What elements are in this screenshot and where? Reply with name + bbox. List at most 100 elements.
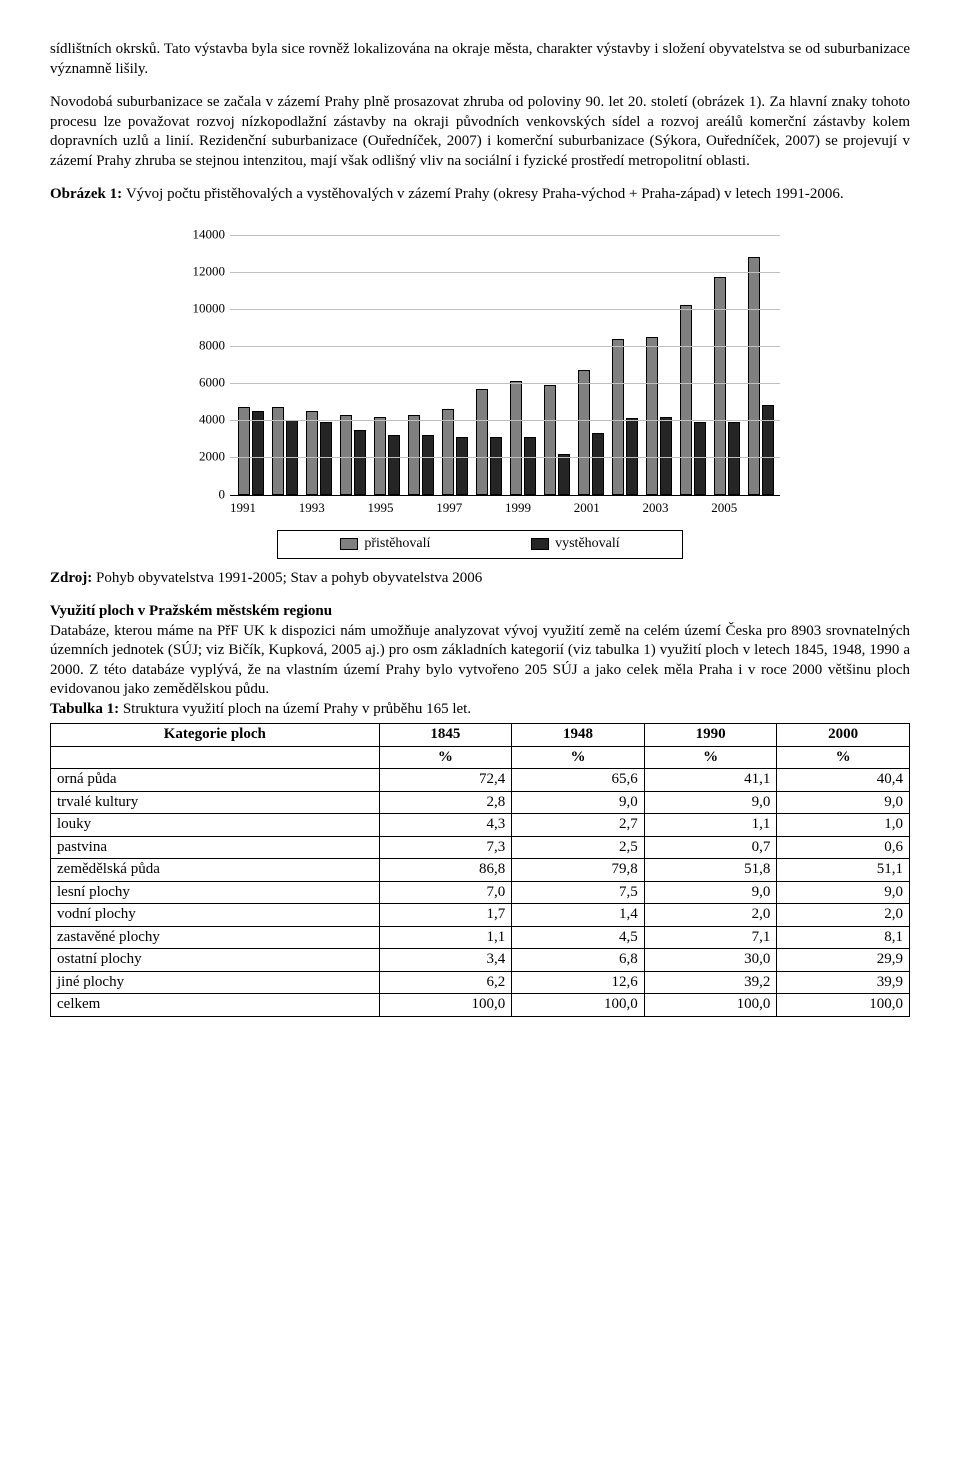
table-header-pct: % [379, 746, 512, 769]
legend-label-1: přistěhovalí [364, 535, 430, 553]
table-cell: 7,0 [379, 881, 512, 904]
x-tick-label: 1999 [505, 500, 574, 517]
bar-vystehovali [252, 411, 264, 495]
table-cell: 72,4 [379, 769, 512, 792]
table-cell: 3,4 [379, 949, 512, 972]
table-cell: 40,4 [777, 769, 910, 792]
table-row: zemědělská půda86,879,851,851,1 [51, 859, 910, 882]
y-tick-label: 6000 [199, 375, 225, 392]
year-group [748, 257, 774, 495]
table-cell: 9,0 [644, 881, 777, 904]
table-row: lesní plochy7,07,59,09,0 [51, 881, 910, 904]
bar-vystehovali [592, 433, 604, 494]
table-cell: 9,0 [777, 881, 910, 904]
bar-vystehovali [660, 417, 672, 495]
table-cell: 7,1 [644, 926, 777, 949]
section-title: Využití ploch v Pražském městském region… [50, 603, 332, 619]
legend-swatch-2 [531, 538, 549, 550]
table-cell: 6,8 [512, 949, 645, 972]
table-cell: 29,9 [777, 949, 910, 972]
bar-pristehovali [476, 389, 488, 495]
table-cell: 100,0 [777, 994, 910, 1017]
table-row: louky4,32,71,11,0 [51, 814, 910, 837]
y-tick-label: 4000 [199, 412, 225, 429]
bar-vystehovali [524, 437, 536, 495]
legend-label-2: vystěhovalí [555, 535, 620, 553]
source-label: Zdroj: [50, 570, 96, 586]
table-cell [51, 746, 380, 769]
table-header-pct: % [644, 746, 777, 769]
y-tick-label: 0 [219, 486, 226, 503]
table-cell: 39,9 [777, 971, 910, 994]
table-cell: 41,1 [644, 769, 777, 792]
table-header-year: 1948 [512, 724, 645, 747]
table-header-year: 1990 [644, 724, 777, 747]
table-cell: 100,0 [512, 994, 645, 1017]
source-text: Pohyb obyvatelstva 1991-2005; Stav a poh… [96, 570, 482, 586]
year-group [340, 415, 366, 495]
table-cell: 51,1 [777, 859, 910, 882]
table-cell: 9,0 [512, 791, 645, 814]
table-row-label: trvalé kultury [51, 791, 380, 814]
table-row-label: ostatní plochy [51, 949, 380, 972]
table-cell: 12,6 [512, 971, 645, 994]
table-cell: 4,5 [512, 926, 645, 949]
year-group [680, 305, 706, 494]
year-group [714, 277, 740, 494]
table-row-label: vodní plochy [51, 904, 380, 927]
paragraph-3: Databáze, kterou máme na PřF UK k dispoz… [50, 623, 910, 698]
table-cell: 2,0 [644, 904, 777, 927]
bar-pristehovali [374, 417, 386, 495]
year-group [442, 409, 468, 494]
year-group [646, 337, 672, 495]
table-cell: 1,7 [379, 904, 512, 927]
table-row: jiné plochy6,212,639,239,9 [51, 971, 910, 994]
table-cell: 9,0 [644, 791, 777, 814]
table-cell: 51,8 [644, 859, 777, 882]
paragraph-1: sídlištních okrsků. Tato výstavba byla s… [50, 40, 910, 79]
table-header-year: 1845 [379, 724, 512, 747]
legend-item-vystehovali: vystěhovalí [531, 535, 620, 553]
table-row-label: orná půda [51, 769, 380, 792]
chart-legend: přistěhovalí vystěhovalí [277, 530, 683, 558]
legend-item-pristehovali: přistěhovalí [340, 535, 430, 553]
land-use-table: Kategorie ploch1845194819902000%%%%orná … [50, 723, 910, 1017]
bar-pristehovali [612, 339, 624, 495]
bar-vystehovali [558, 454, 570, 495]
table-cell: 8,1 [777, 926, 910, 949]
bar-pristehovali [748, 257, 760, 495]
table-cell: 0,6 [777, 836, 910, 859]
x-tick-label: 1993 [299, 500, 368, 517]
bar-pristehovali [680, 305, 692, 494]
legend-swatch-1 [340, 538, 358, 550]
y-tick-label: 12000 [193, 263, 226, 280]
x-tick-label: 1997 [436, 500, 505, 517]
bar-pristehovali [544, 385, 556, 495]
y-tick-label: 8000 [199, 337, 225, 354]
table-cell: 4,3 [379, 814, 512, 837]
table-row: celkem100,0100,0100,0100,0 [51, 994, 910, 1017]
year-group [578, 370, 604, 494]
bar-pristehovali [306, 411, 318, 495]
table-cell: 2,8 [379, 791, 512, 814]
table-cell: 100,0 [644, 994, 777, 1017]
bar-vystehovali [762, 405, 774, 494]
figure-caption-label: Obrázek 1: [50, 186, 126, 202]
bar-pristehovali [578, 370, 590, 494]
table-cell: 39,2 [644, 971, 777, 994]
table-row: zastavěné plochy1,14,57,18,1 [51, 926, 910, 949]
table-row-label: pastvina [51, 836, 380, 859]
table-cell: 6,2 [379, 971, 512, 994]
x-tick-label: 2003 [643, 500, 712, 517]
bar-vystehovali [490, 437, 502, 495]
year-group [374, 417, 400, 495]
bar-pristehovali [510, 381, 522, 494]
table-cell: 1,1 [644, 814, 777, 837]
table-row: trvalé kultury2,89,09,09,0 [51, 791, 910, 814]
bar-pristehovali [442, 409, 454, 494]
table-caption-text: Struktura využití ploch na území Prahy v… [123, 701, 471, 717]
y-tick-label: 14000 [193, 226, 226, 243]
year-group [408, 415, 434, 495]
year-group [544, 385, 570, 495]
x-tick-label: 2005 [711, 500, 780, 517]
